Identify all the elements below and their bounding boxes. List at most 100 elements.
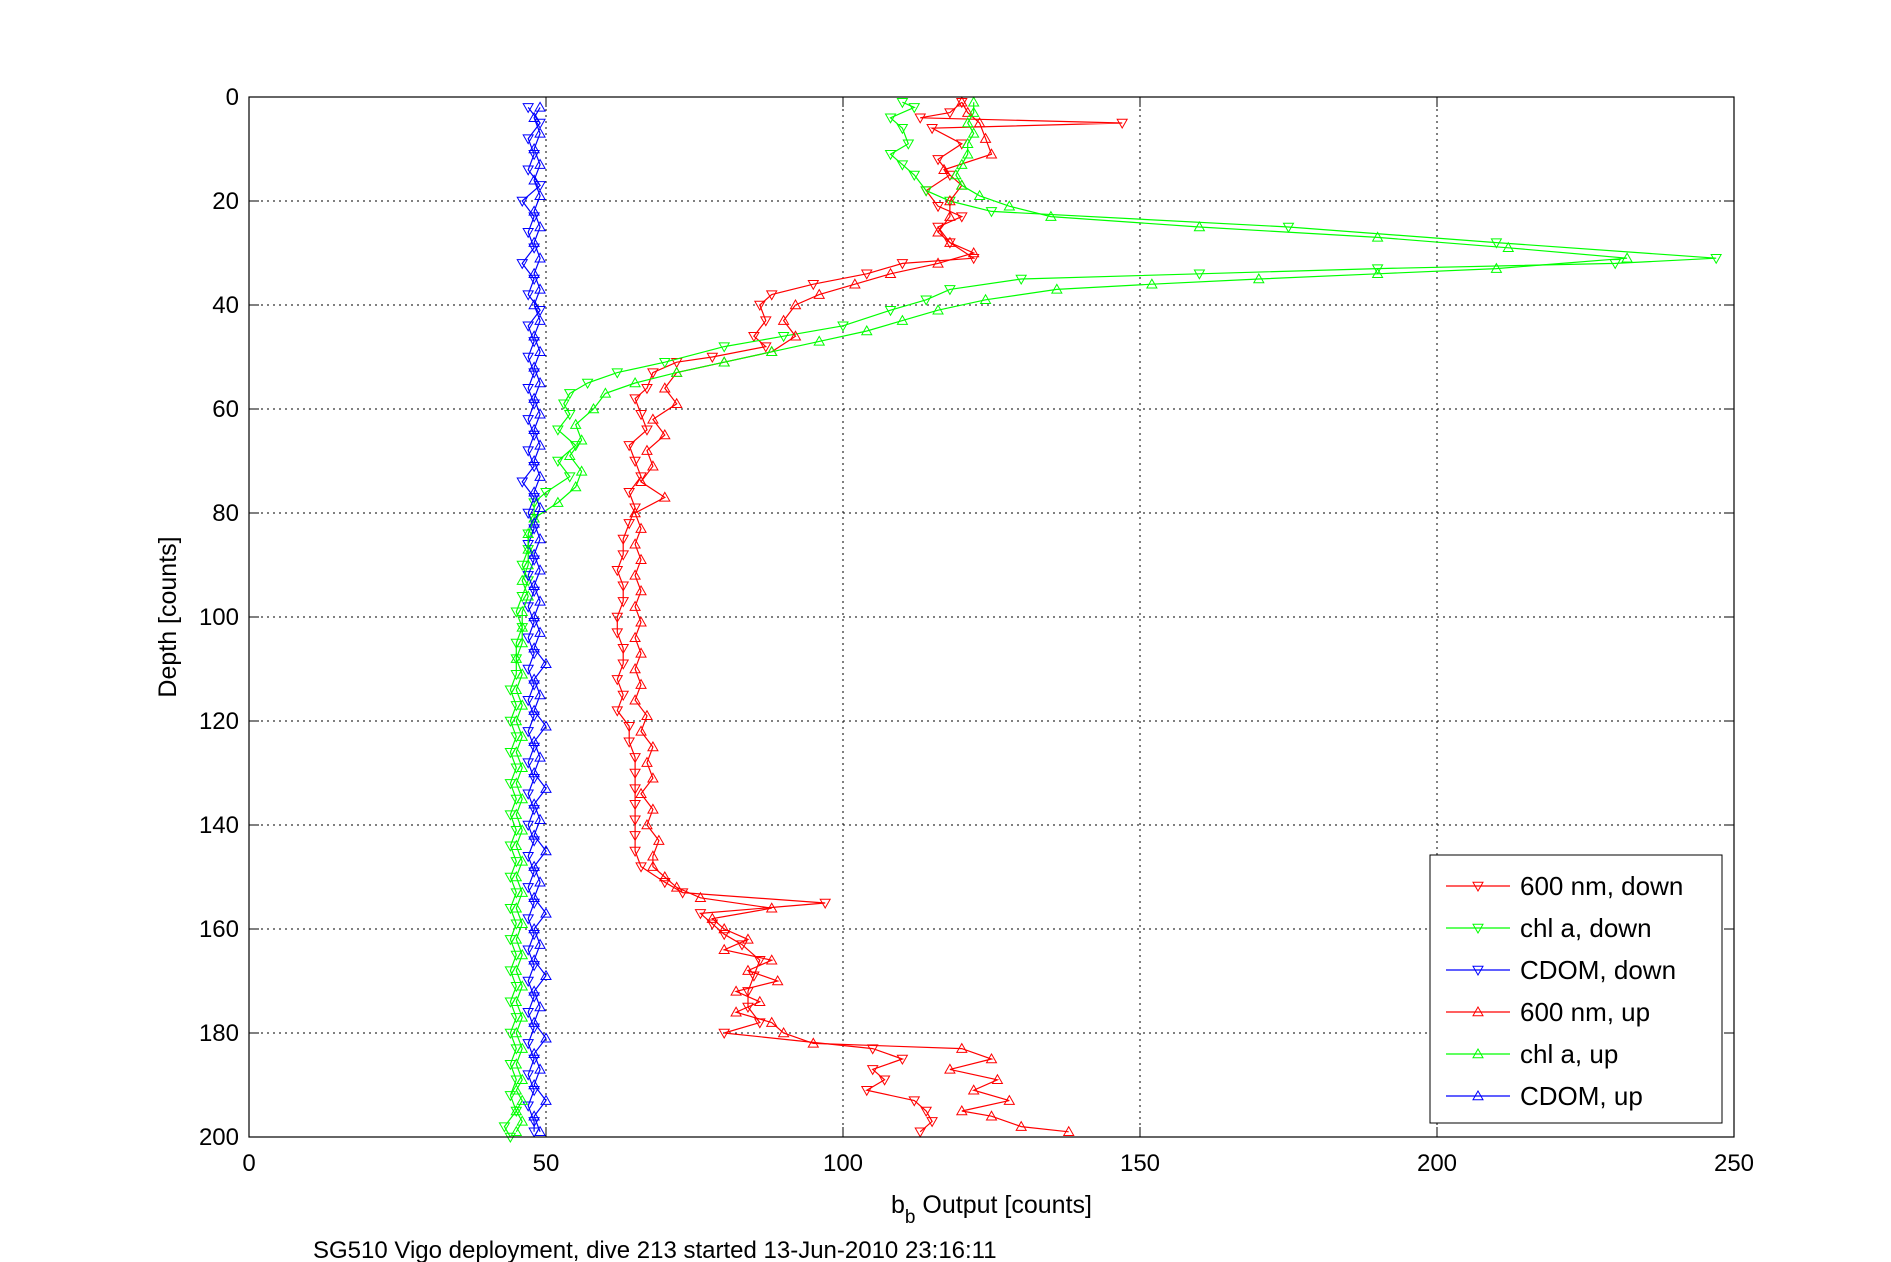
- data-point: [534, 876, 546, 887]
- y-axis-label: Depth [counts]: [154, 536, 182, 697]
- data-point: [641, 709, 653, 721]
- data-point: [647, 368, 659, 379]
- data-point: [510, 933, 523, 944]
- data-point: [658, 877, 671, 889]
- data-point: [510, 808, 523, 819]
- data-point: [789, 330, 802, 341]
- data-point: [896, 97, 909, 109]
- data-point: [629, 831, 641, 842]
- data-point: [599, 387, 612, 398]
- data-point: [528, 205, 540, 216]
- data-point: [1371, 231, 1384, 242]
- data-point: [540, 487, 552, 499]
- data-point: [510, 652, 523, 663]
- data-point: [629, 376, 641, 388]
- data-point: [528, 1078, 540, 1090]
- data-point: [510, 714, 523, 726]
- data-point: [973, 189, 986, 201]
- data-point: [920, 295, 933, 306]
- data-point: [748, 331, 760, 343]
- legend-swatch-marker: [1472, 923, 1484, 935]
- data-point: [765, 290, 778, 301]
- data-point: [920, 1106, 933, 1118]
- data-point: [1490, 238, 1503, 249]
- data-point: [629, 631, 641, 643]
- data-point: [706, 912, 719, 923]
- data-point: [765, 1016, 778, 1027]
- data-point: [961, 137, 974, 149]
- data-point: [985, 1110, 998, 1121]
- data-point: [528, 704, 540, 715]
- data-point: [528, 298, 540, 310]
- data-point: [540, 907, 552, 918]
- data-point: [1003, 200, 1016, 211]
- data-point: [991, 1073, 1004, 1085]
- data-point: [528, 711, 540, 722]
- data-point: [534, 101, 546, 112]
- data-point: [569, 441, 582, 452]
- data-point: [528, 642, 540, 653]
- data-point: [860, 324, 873, 336]
- data-point: [908, 170, 921, 182]
- data-point: [534, 376, 546, 388]
- data-point: [528, 985, 540, 996]
- data-point: [629, 662, 641, 674]
- x-tick-label: 50: [533, 1150, 560, 1177]
- data-point: [510, 1026, 523, 1038]
- data-point: [534, 938, 546, 949]
- data-point: [516, 259, 529, 270]
- data-point: [611, 565, 624, 577]
- data-point: [837, 321, 849, 332]
- data-point: [617, 581, 630, 592]
- data-point: [718, 922, 731, 934]
- data-point: [516, 1094, 529, 1105]
- data-point: [510, 1104, 523, 1116]
- data-point: [563, 409, 576, 421]
- caption: SG510 Vigo deployment, dive 213 started …: [313, 1237, 997, 1262]
- data-point: [1193, 220, 1206, 232]
- y-tick-label: 20: [212, 188, 239, 215]
- data-point: [534, 252, 546, 263]
- data-point: [510, 995, 523, 1007]
- data-point: [629, 846, 641, 858]
- data-point: [641, 383, 653, 395]
- data-point: [635, 472, 647, 483]
- data-point: [528, 898, 540, 910]
- data-point: [878, 1075, 891, 1086]
- ticks: 0 50 100 150 200 250 0 20 40 60 80 100 120 140 160 180 2…: [199, 84, 1754, 1177]
- data-point: [765, 345, 778, 357]
- data-point: [534, 1000, 546, 1012]
- legend: 600 nm, down chl a, down CDOM, down 600 nm,…: [1429, 854, 1723, 1124]
- data-point: [540, 1094, 552, 1105]
- data-point: [985, 1052, 998, 1064]
- data-point: [1003, 1094, 1016, 1105]
- data-point: [516, 1073, 529, 1085]
- data-point: [955, 179, 968, 190]
- data-point: [807, 1037, 820, 1048]
- legend-label: chl a, down: [1520, 913, 1652, 943]
- data-point: [563, 449, 576, 461]
- data-point: [522, 571, 535, 582]
- data-point: [670, 881, 683, 892]
- data-point: [635, 522, 647, 533]
- data-point: [629, 799, 641, 811]
- data-point: [522, 383, 535, 395]
- data-point: [528, 361, 540, 372]
- data-point: [510, 1084, 523, 1095]
- data-point: [944, 285, 956, 296]
- data-point: [534, 813, 546, 825]
- data-point: [629, 538, 641, 549]
- data-point: [528, 860, 540, 871]
- data-point: [629, 784, 641, 795]
- data-point: [967, 106, 980, 117]
- legend-label: chl a, up: [1520, 1039, 1618, 1069]
- legend-item: 600 nm, up: [1446, 997, 1650, 1027]
- data-point: [528, 954, 540, 965]
- data-point: [866, 1065, 879, 1076]
- data-point: [961, 106, 974, 117]
- data-point: [896, 259, 909, 270]
- data-point: [884, 113, 897, 124]
- data-point: [611, 368, 624, 379]
- data-point: [670, 366, 683, 377]
- data-point: [635, 616, 647, 627]
